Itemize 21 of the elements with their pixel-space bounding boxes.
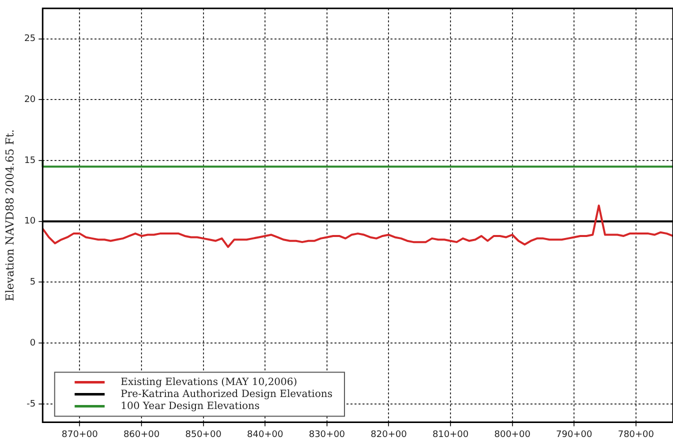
x-tick-label: 840+00 <box>247 430 284 440</box>
y-tick-label: 0 <box>30 338 36 348</box>
y-tick-label: 5 <box>30 278 36 288</box>
y-tick-label: 10 <box>24 216 36 227</box>
y-tick-label: 25 <box>24 34 36 44</box>
y-tick-label: 20 <box>24 95 36 106</box>
x-tick-label: 780+00 <box>618 430 654 440</box>
x-tick-label: 850+00 <box>185 430 222 440</box>
x-tick-label: 810+00 <box>432 430 469 440</box>
legend-label: Pre-Katrina Authorized Design Elevations <box>120 388 332 400</box>
x-tick-label: 860+00 <box>123 430 160 440</box>
legend-label: 100 Year Design Elevations <box>120 400 260 412</box>
x-tick-label: 790+00 <box>556 430 592 440</box>
y-tick-label: 15 <box>24 156 36 166</box>
legend-label: Existing Elevations (MAY 10,2006) <box>120 376 298 388</box>
y-tick-label: -5 <box>26 399 36 410</box>
x-tick-label: 800+00 <box>494 430 531 440</box>
x-tick-label: 820+00 <box>370 430 408 440</box>
y-axis-title: Elevation NAVD88 2004.65 Ft. <box>3 129 16 302</box>
x-tick-label: 870+00 <box>62 430 98 440</box>
x-tick-label: 830+00 <box>308 430 346 440</box>
